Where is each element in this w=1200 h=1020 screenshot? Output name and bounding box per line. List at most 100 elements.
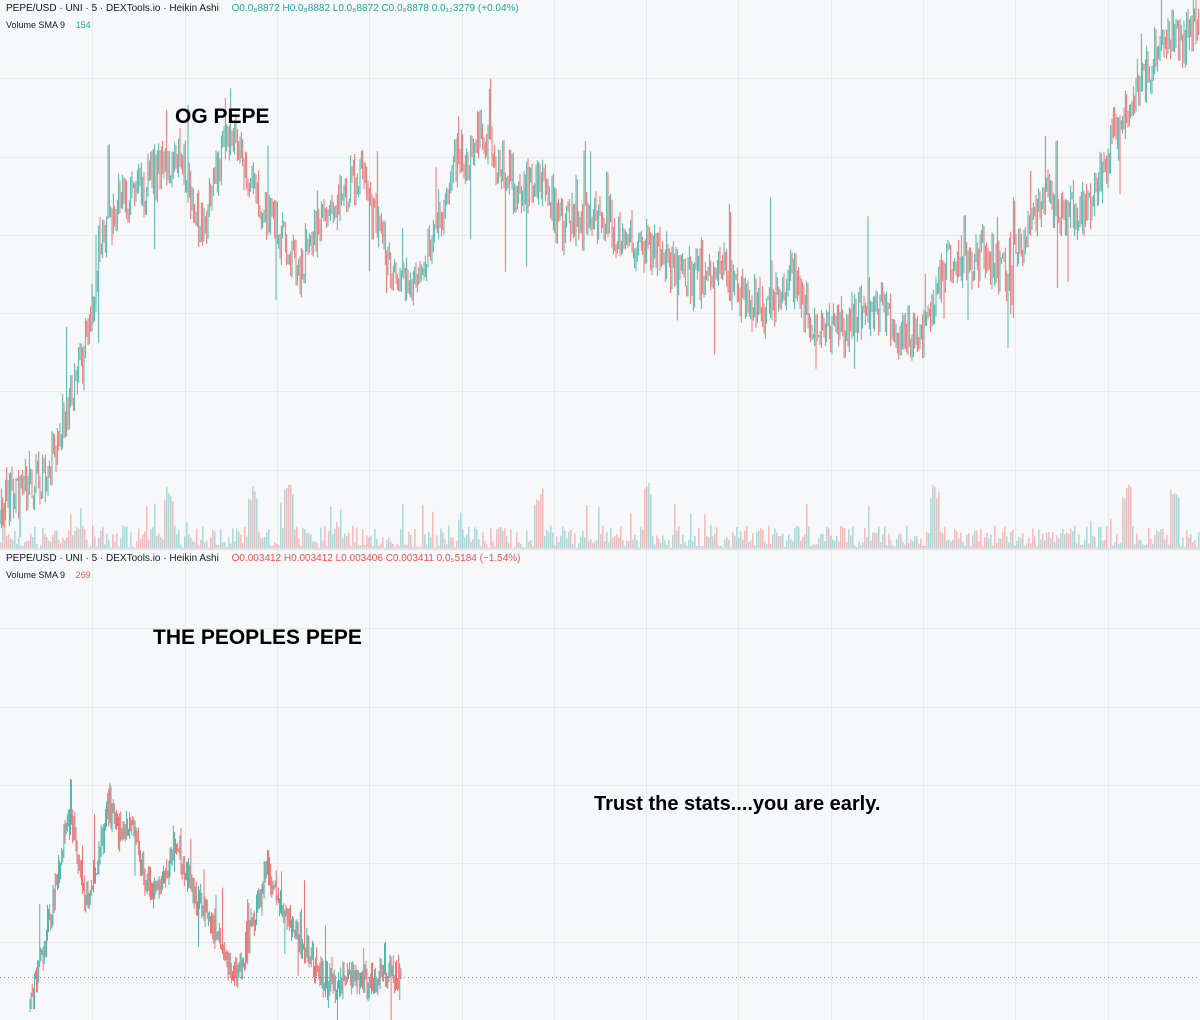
volume-bar xyxy=(1068,533,1070,548)
volume-bar xyxy=(246,536,248,548)
volume-bar xyxy=(810,546,812,548)
volume-bar xyxy=(162,539,164,548)
volume-bar xyxy=(442,532,444,548)
volume-bar xyxy=(224,542,226,548)
volume-bar xyxy=(124,526,126,548)
top-legend: PEPE/USD · UNI · 5 · DEXTools.io · Heiki… xyxy=(6,3,519,15)
top-change: 0.0₁₂3279 (+0.04%) xyxy=(431,3,519,14)
volume-bar xyxy=(6,535,8,548)
volume-bar xyxy=(348,532,350,548)
volume-bar xyxy=(206,540,208,548)
volume-bar xyxy=(730,547,732,548)
volume-bar xyxy=(694,535,696,548)
volume-bar xyxy=(322,540,324,548)
volume-bar xyxy=(198,544,200,548)
volume-bar xyxy=(814,544,816,548)
volume-bar xyxy=(390,541,392,548)
volume-bar xyxy=(270,545,272,548)
volume-bar xyxy=(850,535,852,548)
volume-bar xyxy=(1186,530,1188,548)
volume-bar xyxy=(778,535,780,548)
volume-bar xyxy=(142,534,144,548)
volume-bar xyxy=(144,531,146,548)
volume-bar xyxy=(818,538,820,548)
volume-bar xyxy=(230,543,232,548)
volume-bar xyxy=(716,527,718,548)
volume-bar xyxy=(222,542,224,548)
peoples-pepe-chart-panel[interactable]: PEPE/USD · UNI · 5 · DEXTools.io · Heiki… xyxy=(0,550,1200,1020)
volume-bar xyxy=(790,539,792,548)
volume-bar xyxy=(328,531,330,548)
volume-bar xyxy=(550,525,552,548)
volume-bar xyxy=(488,547,490,548)
volume-bar xyxy=(26,540,28,548)
volume-bar xyxy=(176,534,178,548)
top-volume-label[interactable]: Volume SMA 9 xyxy=(6,20,66,30)
peoples-pepe-chart[interactable] xyxy=(0,550,1200,1020)
top-volume-value: 154 xyxy=(75,20,91,30)
volume-bar xyxy=(1030,543,1032,548)
volume-bar xyxy=(1066,532,1068,548)
volume-bar xyxy=(1064,534,1066,548)
volume-bar xyxy=(1060,533,1062,548)
volume-bar xyxy=(1120,542,1122,548)
volume-bar xyxy=(260,537,262,548)
volume-bar xyxy=(736,527,738,548)
top-symbol[interactable]: PEPE/USD · UNI · 5 · DEXTools.io · Heiki… xyxy=(6,3,219,14)
volume-bar xyxy=(1010,531,1012,548)
volume-bar xyxy=(882,534,884,548)
top-volume-legend: Volume SMA 9 154 xyxy=(6,20,91,30)
volume-bar xyxy=(678,526,680,548)
volume-bar xyxy=(294,529,296,548)
volume-bar xyxy=(528,541,530,548)
volume-bar xyxy=(178,530,180,548)
volume-bar xyxy=(556,536,558,548)
volume-bar xyxy=(834,540,836,548)
og-pepe-chart-panel[interactable]: PEPE/USD · UNI · 5 · DEXTools.io · Heiki… xyxy=(0,0,1200,548)
volume-bar xyxy=(954,528,956,548)
bottom-volume-label[interactable]: Volume SMA 9 xyxy=(6,570,66,580)
volume-bar xyxy=(696,546,698,548)
volume-bar xyxy=(690,513,692,548)
volume-bar xyxy=(172,501,174,548)
bottom-symbol[interactable]: PEPE/USD · UNI · 5 · DEXTools.io · Heiki… xyxy=(6,553,219,564)
volume-bar xyxy=(46,537,48,548)
volume-bar xyxy=(500,526,502,548)
volume-bar xyxy=(908,543,910,548)
volume-bar xyxy=(844,528,846,548)
candles xyxy=(29,778,402,1020)
volume-bar xyxy=(526,530,528,548)
volume-bar xyxy=(986,532,988,548)
volume-bar xyxy=(906,525,908,548)
volume-bar xyxy=(964,545,966,548)
volume-bar xyxy=(686,545,688,548)
volume-bar xyxy=(588,541,590,548)
volume-bar xyxy=(858,541,860,548)
volume-bar xyxy=(418,547,420,548)
og-pepe-title: OG PEPE xyxy=(175,105,270,128)
volume-bar xyxy=(1046,533,1048,548)
volume-bar xyxy=(616,533,618,548)
volume-bar xyxy=(676,530,678,548)
volume-bar xyxy=(542,488,544,548)
volume-bar xyxy=(734,535,736,548)
volume-bar xyxy=(366,535,368,548)
volume-bar xyxy=(722,547,724,548)
volume-bar xyxy=(166,486,168,548)
volume-bar xyxy=(68,530,70,548)
volume-bar xyxy=(54,530,56,548)
volume-bar xyxy=(598,507,600,548)
panel-divider[interactable] xyxy=(0,548,1200,550)
volume-bar xyxy=(1194,539,1196,548)
volume-bar xyxy=(92,525,94,548)
og-pepe-chart[interactable] xyxy=(0,0,1200,548)
volume-bar xyxy=(220,528,222,548)
volume-bar xyxy=(952,539,954,548)
volume-bar xyxy=(1132,526,1134,548)
volume-bar xyxy=(748,542,750,548)
volume-bar xyxy=(658,538,660,548)
volume-bar xyxy=(312,541,314,548)
volume-bar xyxy=(466,534,468,548)
volume-bar xyxy=(480,546,482,548)
volume-bar xyxy=(200,539,202,548)
